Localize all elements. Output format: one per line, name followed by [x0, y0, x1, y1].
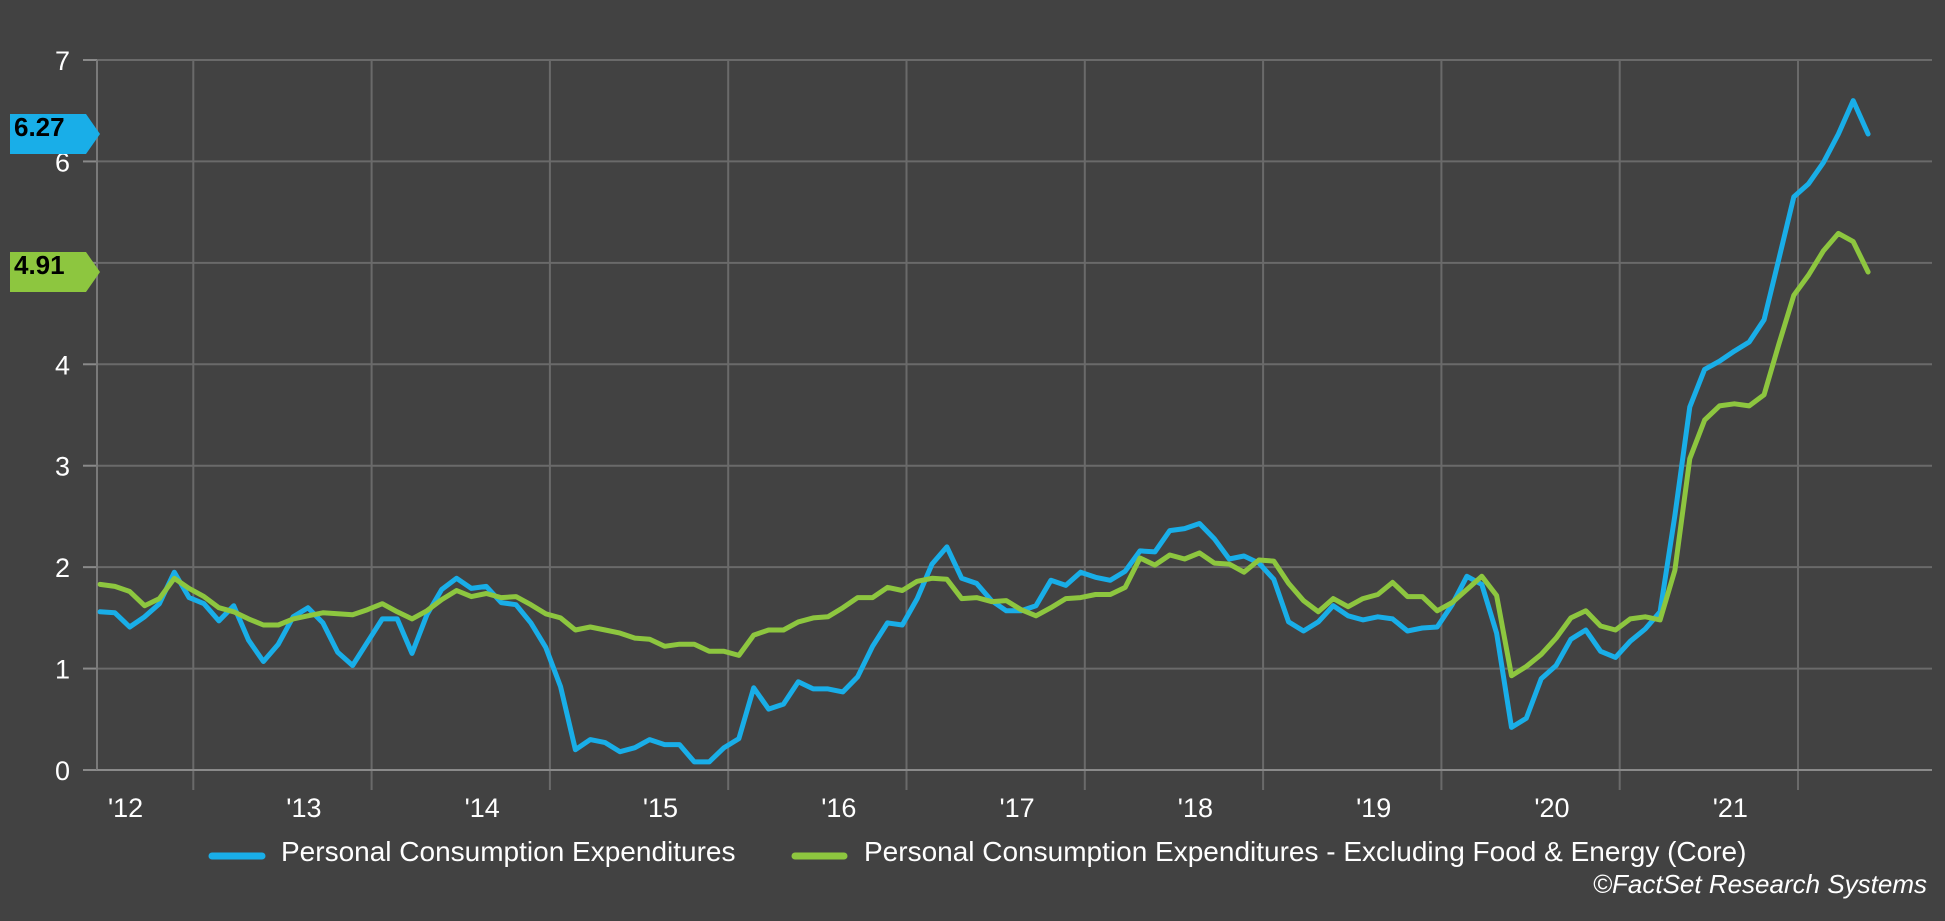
x-tick-label: '17: [1000, 793, 1035, 823]
legend-label-pce: Personal Consumption Expenditures: [281, 836, 735, 867]
y-tick-label: 3: [55, 452, 70, 482]
x-tick-label: '14: [465, 793, 500, 823]
y-tick-label: 4: [55, 350, 70, 380]
x-tick-label: '18: [1178, 793, 1213, 823]
x-tick-label: '16: [821, 793, 856, 823]
y-tick-label: 0: [55, 756, 70, 786]
y-tick-label: 1: [55, 655, 70, 685]
legend-label-core-pce: Personal Consumption Expenditures - Excl…: [864, 836, 1746, 867]
legend: Personal Consumption Expenditures Person…: [212, 836, 1746, 867]
y-tick-label: 2: [55, 553, 70, 583]
x-tick-label: '20: [1534, 793, 1569, 823]
y-tick-label: 7: [55, 46, 70, 76]
x-tick-label: '12: [108, 793, 143, 823]
x-tick-label: '21: [1713, 793, 1748, 823]
last-value-label-0: 6.27: [14, 112, 65, 142]
x-tick-label: '19: [1356, 793, 1391, 823]
x-tick-label: '15: [643, 793, 678, 823]
source-credit: ©FactSet Research Systems: [1593, 869, 1927, 899]
x-tick-label: '13: [286, 793, 321, 823]
last-value-label-1: 4.91: [14, 250, 65, 280]
